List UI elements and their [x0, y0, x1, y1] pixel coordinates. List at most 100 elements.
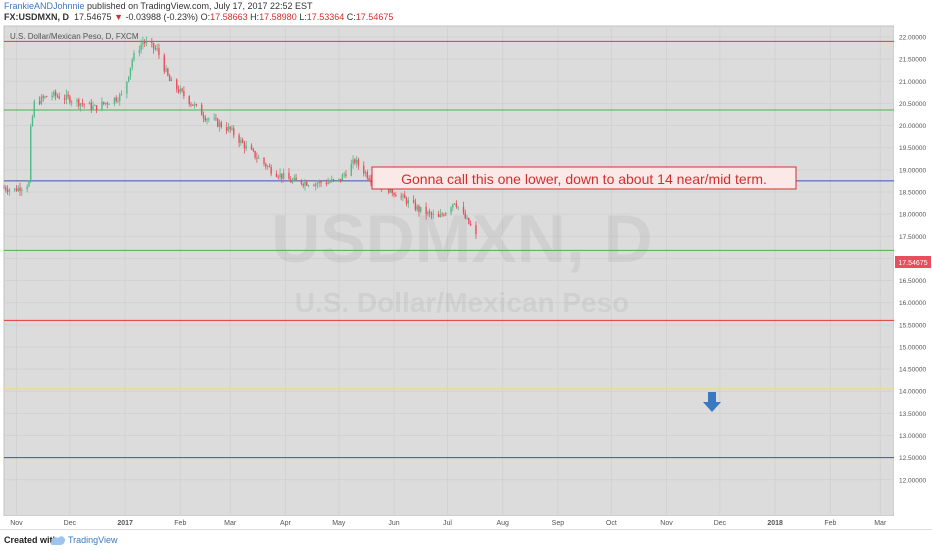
candle-body [291, 180, 294, 183]
candle-body [288, 172, 290, 180]
candle-body [158, 48, 160, 56]
candle-body [364, 172, 367, 174]
candle-body [101, 101, 103, 111]
candle-body [257, 157, 260, 159]
open-value: 17.58663 [210, 12, 248, 22]
y-tick-label: 12.50000 [899, 455, 926, 462]
close-value: 17.54675 [355, 12, 394, 22]
x-tick-label: Nov [10, 520, 23, 527]
candle-body [405, 198, 408, 204]
candle-body [81, 103, 84, 105]
candle-body [133, 52, 135, 60]
last-price: 17.54675 [74, 12, 112, 22]
candle-body [316, 183, 319, 185]
x-tick-label: Sep [552, 520, 565, 527]
candle-body [338, 178, 340, 180]
candle-body [220, 122, 222, 128]
candle-body [142, 41, 144, 45]
x-tick-label: Feb [174, 520, 186, 527]
candle-body [195, 104, 198, 105]
candle-body [113, 97, 116, 105]
candle-body [127, 76, 130, 82]
candle-body [256, 157, 258, 159]
candle-body [70, 101, 73, 103]
candle-body [412, 200, 415, 203]
down-arrow-icon[interactable] [703, 392, 721, 412]
x-tick-label: 2017 [117, 520, 133, 527]
candle-body [69, 96, 71, 103]
candle-body [8, 189, 11, 192]
candle-body [204, 117, 206, 121]
annotation-box[interactable] [371, 166, 797, 190]
candle-body [304, 181, 306, 186]
chart-title: U.S. Dollar/Mexican Peso, D, FXCM [10, 32, 139, 41]
y-tick-label: 16.00000 [899, 300, 926, 307]
tradingview-logo-icon [50, 536, 65, 545]
candle-body [156, 48, 158, 50]
candle-body [306, 181, 308, 186]
price-chart[interactable]: USDMXN, D U.S. Dollar/Mexican Peso U.S. … [0, 24, 932, 529]
candle-body [192, 104, 194, 106]
candle-body [457, 206, 459, 208]
candle-body [3, 187, 5, 189]
candle-body [402, 194, 404, 197]
candle-body [418, 206, 420, 212]
tradingview-brand[interactable]: TradingView [68, 535, 118, 545]
candle-body [404, 194, 406, 199]
candle-body [250, 145, 253, 150]
y-tick-label: 15.00000 [899, 344, 926, 351]
candle-body [295, 177, 297, 180]
candle-body [19, 187, 21, 191]
candle-body [437, 214, 440, 218]
low-value: 17.53364 [306, 12, 345, 22]
candle-body [120, 93, 123, 95]
candle-body [103, 101, 105, 104]
time-axis[interactable]: Nov Dec 2017 Feb Mar Apr May Jun Jul Aug Sep Oct Nov… [0, 516, 894, 529]
candle-body [355, 159, 358, 164]
candle-body [265, 163, 267, 167]
candle-body [229, 126, 231, 130]
candle-body [63, 98, 66, 100]
candle-body [414, 202, 417, 210]
candle-body [352, 159, 354, 164]
x-tick-label: Mar [224, 520, 237, 527]
y-tick-label: 14.50000 [899, 367, 926, 374]
publish-line: FrankieANDJohnnie published on TradingVi… [4, 1, 313, 12]
candle-body [179, 88, 182, 93]
candle-body [432, 214, 434, 215]
candle-body [218, 122, 221, 127]
candle-body [357, 159, 360, 166]
high-label: H: [250, 12, 260, 22]
candle-body [475, 225, 477, 235]
candle-body [462, 206, 465, 213]
candle-body [439, 214, 442, 218]
candle-body [254, 150, 256, 158]
candle-body [227, 126, 230, 131]
candle-body [393, 193, 395, 196]
down-arrow-icon: ▼ [114, 12, 123, 22]
candle-body [343, 174, 345, 176]
open-label: O: [200, 12, 211, 22]
price-axis[interactable]: 22.5000022.0000021.5000021.0000020.50000… [894, 24, 932, 529]
candle-body [275, 173, 278, 177]
candle-body [341, 174, 344, 181]
plot-area[interactable] [3, 25, 895, 517]
annotation-callout[interactable]: Gonna call this one lower, down to about… [371, 166, 797, 190]
x-tick-label: May [332, 520, 346, 527]
candle-body [225, 127, 228, 131]
candle-body [115, 97, 117, 102]
author-link[interactable]: FrankieANDJohnnie [4, 1, 85, 11]
candle-body [206, 118, 208, 121]
candle-body [252, 149, 255, 151]
candle-body [441, 214, 443, 216]
candle-body [143, 41, 146, 44]
candle-body [58, 96, 60, 99]
x-tick-label: Jun [388, 520, 399, 527]
candle-body [28, 181, 30, 187]
y-tick-label: 18.00000 [899, 212, 926, 219]
candle-body [170, 79, 173, 82]
candle-body [231, 128, 233, 130]
candle-body [129, 67, 132, 77]
candle-body [79, 103, 82, 107]
x-tick-label: Jul [443, 520, 452, 527]
